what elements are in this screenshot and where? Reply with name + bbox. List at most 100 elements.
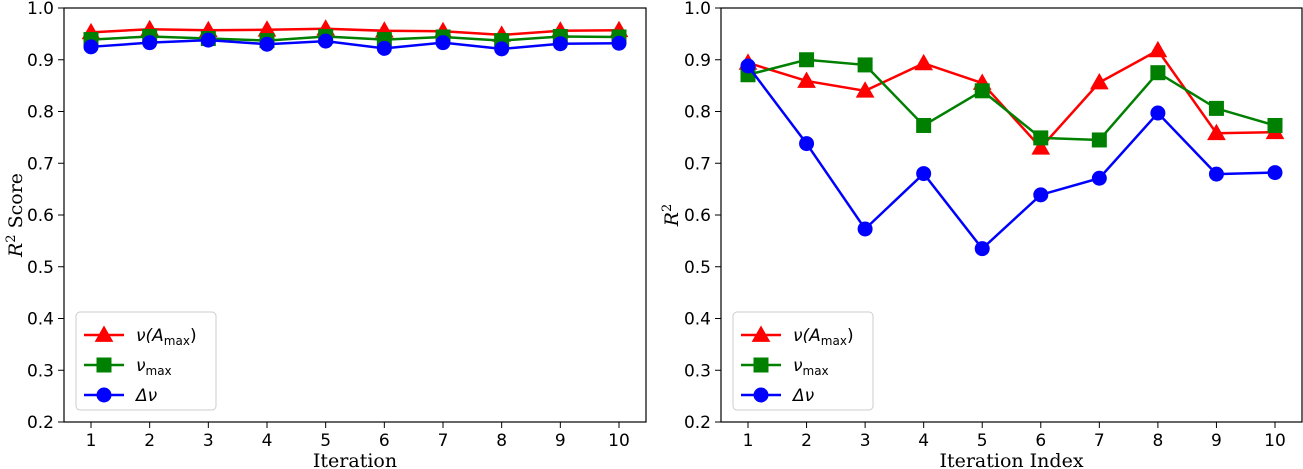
data-point [1150, 65, 1166, 81]
x-tick-label: 1 [86, 431, 97, 451]
x-tick-label: 2 [801, 431, 812, 451]
data-point [1208, 100, 1224, 116]
data-point [259, 36, 275, 52]
data-point [914, 53, 934, 71]
data-point [1267, 117, 1283, 133]
series-line [747, 58, 1276, 142]
data-point [1208, 166, 1224, 182]
x-tick-label: 10 [1264, 431, 1286, 451]
data-point [1091, 170, 1107, 186]
x-tick-label: 8 [1152, 431, 1163, 451]
y-tick-label: 0.7 [27, 154, 54, 174]
data-point [552, 36, 568, 52]
legend-label: ν(Amax) [136, 326, 197, 348]
x-tick-label: 9 [1211, 431, 1222, 451]
data-point [797, 71, 816, 88]
y-tick-label: 0.8 [27, 103, 54, 123]
y-tick-label: 0.6 [27, 206, 54, 226]
y-tick-label: 0.7 [684, 154, 711, 174]
legend-label: ν(Amax) [793, 326, 854, 348]
data-point [200, 32, 216, 48]
y-tick-label: 0.5 [27, 258, 54, 278]
y-tick-label: 0.5 [684, 258, 711, 278]
legend-marker [751, 325, 771, 342]
y-tick-label: 0.9 [27, 51, 54, 71]
x-tick-label: 9 [555, 431, 566, 451]
series-nu-a-max [738, 40, 1285, 155]
x-tick-label: 6 [379, 431, 390, 451]
series-line [747, 48, 1276, 150]
legend-marker [753, 387, 769, 403]
data-point [1207, 123, 1226, 141]
data-point [916, 117, 932, 133]
series-line [90, 35, 620, 42]
data-point [376, 40, 392, 56]
x-tick-label: 8 [496, 431, 507, 451]
x-tick-label: 10 [608, 431, 630, 451]
series-line [747, 65, 1276, 251]
data-point [857, 57, 873, 73]
data-point [740, 58, 756, 74]
chart-right-iteration-index-r2: 0.2 0.3 0.4 0.5 0.6 0.7 0.8 0.9 1.0 1 2 3 4 5 6 7 8 9 10 It… [660, 0, 1303, 469]
y-tick-label: 0.6 [684, 206, 711, 226]
legend-box [75, 311, 217, 411]
data-point [916, 166, 932, 182]
data-point [435, 35, 451, 51]
data-point [1089, 73, 1109, 90]
series-nu-max [740, 52, 1283, 148]
legend-marker [96, 357, 112, 373]
y-tick-label: 1.0 [27, 0, 54, 19]
y-tick-label: 0.3 [684, 361, 711, 381]
series-delta-nu [83, 32, 627, 57]
data-point [974, 83, 990, 99]
legend-box [732, 311, 874, 411]
data-point [857, 221, 873, 237]
legend-label: νmax [136, 356, 172, 378]
y-tick-label: 0.3 [27, 361, 54, 381]
data-point [855, 81, 875, 98]
legend-label: Δν [134, 386, 158, 406]
data-point [1031, 138, 1051, 155]
legend-marker [94, 325, 114, 342]
legend: ν(Amax) νmax Δν [732, 311, 874, 411]
x-tick-label: 4 [918, 431, 929, 451]
x-axis-label: Iteration Index [939, 450, 1083, 469]
y-tick-label: 0.2 [27, 413, 54, 433]
x-tick-label: 5 [977, 431, 988, 451]
x-tick-label: 6 [1035, 431, 1046, 451]
y-tick-label: 0.4 [27, 310, 54, 330]
series-delta-nu [740, 58, 1283, 257]
y-tick-label: 0.9 [684, 51, 711, 71]
data-point [799, 52, 815, 68]
legend-label: νmax [793, 356, 829, 378]
x-tick-label: 1 [743, 431, 754, 451]
x-tick-label: 3 [860, 431, 871, 451]
y-tick-label: 0.4 [684, 310, 711, 330]
y-tick-label: 1.0 [684, 0, 711, 19]
data-point [1033, 130, 1049, 146]
x-tick-label: 7 [1094, 431, 1105, 451]
data-point [1267, 165, 1283, 181]
series-line [90, 27, 620, 37]
data-point [974, 241, 990, 257]
legend: ν(Amax) νmax Δν [75, 311, 217, 411]
data-point [1148, 40, 1168, 58]
x-tick-label: 4 [262, 431, 273, 451]
data-point [142, 35, 158, 51]
x-tick-label: 7 [438, 431, 449, 451]
data-point [1150, 105, 1166, 121]
series-line [90, 38, 620, 51]
data-point [1033, 187, 1049, 203]
y-tick-label: 0.2 [684, 413, 711, 433]
x-tick-label: 5 [320, 431, 331, 451]
data-point [611, 35, 627, 51]
data-point [1091, 132, 1107, 148]
x-axis-label: Iteration [313, 450, 397, 469]
legend-marker [753, 357, 769, 373]
x-tick-label: 2 [144, 431, 155, 451]
y-tick-label: 0.8 [684, 103, 711, 123]
data-point [318, 33, 334, 49]
y-axis-label: R2 Score [4, 173, 28, 258]
data-point [83, 39, 99, 55]
